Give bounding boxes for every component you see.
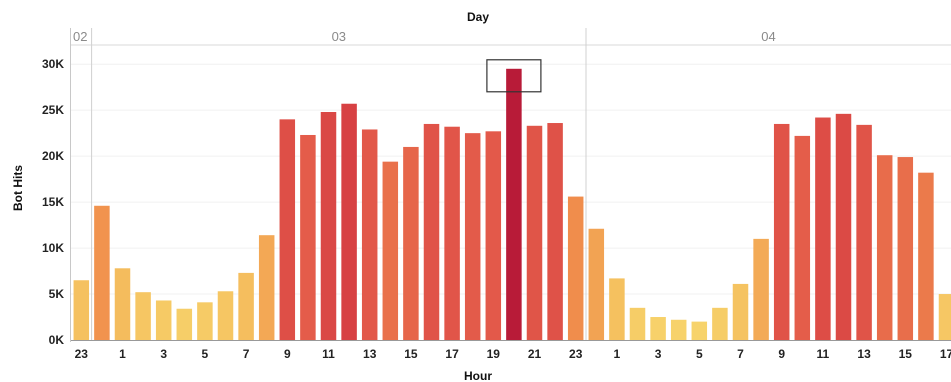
bar bbox=[526, 125, 543, 340]
x-tick-label: 17 bbox=[445, 347, 459, 361]
bar bbox=[938, 294, 951, 340]
x-tick-label: 11 bbox=[817, 347, 830, 361]
day-header-title: Day bbox=[467, 10, 489, 24]
bar bbox=[361, 129, 378, 340]
bar bbox=[897, 157, 914, 340]
bar bbox=[320, 112, 337, 340]
bar bbox=[197, 302, 213, 340]
bar bbox=[732, 283, 749, 340]
bar bbox=[155, 300, 172, 340]
x-tick-label: 15 bbox=[404, 347, 418, 361]
bar bbox=[258, 235, 275, 340]
bar bbox=[670, 319, 687, 340]
bar bbox=[876, 155, 893, 340]
x-tick-label: 21 bbox=[528, 347, 542, 361]
day-header-label: 04 bbox=[761, 29, 775, 44]
bar bbox=[794, 135, 811, 340]
bar bbox=[629, 307, 646, 340]
bar bbox=[423, 123, 440, 340]
x-tick-label: 17 bbox=[940, 347, 951, 361]
bar bbox=[712, 307, 728, 340]
bar bbox=[815, 117, 831, 341]
x-tick-label: 3 bbox=[160, 347, 167, 361]
y-tick-label: 20K bbox=[42, 149, 64, 163]
x-ticks: 23 1 3 5 7 9 11 13 15 17 19 21 23 1 3 5 7 9 11 13 15 17 bbox=[75, 347, 951, 361]
x-tick-label: 23 bbox=[75, 347, 89, 361]
x-tick-label: 5 bbox=[202, 347, 209, 361]
x-tick-label: 7 bbox=[737, 347, 744, 361]
bar bbox=[753, 238, 769, 340]
bar bbox=[773, 123, 790, 340]
bar bbox=[217, 291, 234, 340]
day-header-label: 03 bbox=[332, 29, 346, 44]
x-tick-label: 9 bbox=[778, 347, 785, 361]
selection-box bbox=[486, 59, 542, 93]
bar bbox=[279, 119, 296, 340]
x-tick-label: 19 bbox=[487, 347, 501, 361]
bar bbox=[485, 131, 502, 340]
y-tick-label: 15K bbox=[42, 195, 64, 209]
x-tick-label: 13 bbox=[363, 347, 377, 361]
bar bbox=[444, 126, 460, 341]
bar bbox=[114, 268, 131, 340]
bar bbox=[547, 123, 563, 340]
y-tick-label: 0K bbox=[49, 333, 65, 347]
overlay bbox=[486, 59, 542, 93]
bar bbox=[341, 103, 357, 340]
bar bbox=[94, 205, 110, 340]
bar bbox=[650, 317, 666, 340]
bar bbox=[588, 228, 605, 340]
x-tick-label: 13 bbox=[857, 347, 871, 361]
x-tick-label: 15 bbox=[899, 347, 913, 361]
bar bbox=[609, 278, 625, 340]
bar bbox=[506, 68, 522, 340]
bar bbox=[835, 113, 852, 340]
bar bbox=[567, 196, 584, 340]
day-header-label: 02 bbox=[73, 29, 87, 44]
bar bbox=[238, 272, 254, 340]
y-tick-label: 25K bbox=[42, 103, 64, 117]
bar bbox=[300, 134, 316, 340]
x-tick-label: 7 bbox=[243, 347, 250, 361]
x-tick-label: 1 bbox=[614, 347, 621, 361]
bars bbox=[73, 68, 951, 341]
bar bbox=[856, 124, 872, 341]
y-axis-title: Bot Hits bbox=[11, 165, 25, 211]
y-tick-label: 30K bbox=[42, 57, 64, 71]
bar bbox=[464, 133, 481, 340]
y-tick-label: 5K bbox=[49, 287, 65, 301]
bar bbox=[918, 172, 934, 340]
x-axis-title: Hour bbox=[464, 369, 492, 382]
x-tick-label: 9 bbox=[284, 347, 291, 361]
bar bbox=[176, 308, 193, 340]
x-tick-label: 5 bbox=[696, 347, 703, 361]
bar bbox=[382, 161, 399, 340]
y-tick-label: 10K bbox=[42, 241, 64, 255]
bar bbox=[403, 146, 419, 340]
x-tick-label: 11 bbox=[322, 347, 335, 361]
x-tick-label: 1 bbox=[119, 347, 126, 361]
y-ticks: 0K 5K 10K 15K 20K 25K 30K bbox=[42, 57, 64, 347]
x-tick-label: 3 bbox=[655, 347, 662, 361]
day-headers: 02 03 04 bbox=[73, 29, 776, 44]
bar bbox=[691, 321, 708, 340]
bar bbox=[135, 292, 151, 340]
x-tick-label: 23 bbox=[569, 347, 583, 361]
bar bbox=[73, 280, 90, 340]
